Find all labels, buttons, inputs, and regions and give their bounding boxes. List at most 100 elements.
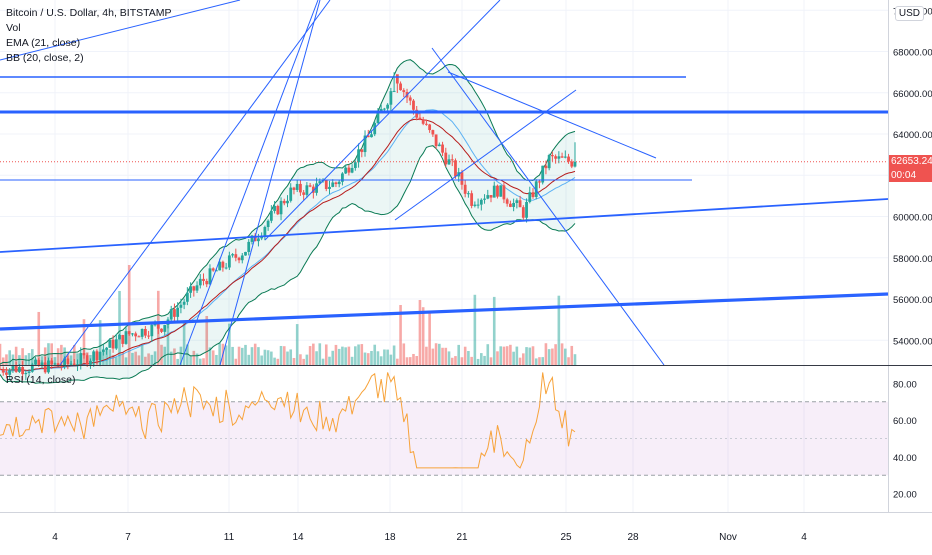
candle-body (521, 207, 525, 218)
legend-vol[interactable]: Vol (6, 22, 21, 34)
time-tick-label: 25 (560, 532, 572, 543)
candle-body (292, 187, 296, 190)
candle-body (379, 108, 383, 112)
candles (0, 72, 577, 381)
volume-bar (457, 344, 461, 365)
volume-bar (173, 348, 176, 365)
volume-bar (231, 346, 234, 365)
trendline (59, 0, 331, 366)
candle-body (40, 362, 44, 366)
candle-body (499, 185, 503, 197)
volume-bar (370, 350, 373, 365)
candle-body (202, 278, 205, 281)
candle-body (137, 336, 141, 338)
rsi-tick-label: 20.00 (893, 490, 917, 501)
candle-body (344, 167, 348, 174)
volume-bar (260, 355, 263, 365)
volume-bar (312, 343, 315, 365)
candle-body (114, 339, 118, 349)
candle-body (14, 366, 18, 372)
trendline (0, 292, 889, 331)
trendline (394, 89, 577, 221)
candle-body (160, 328, 163, 332)
candle-body (282, 200, 286, 204)
candle-body (121, 334, 125, 344)
volume-bar (354, 346, 357, 365)
volume-bar (328, 356, 331, 365)
grid (0, 0, 888, 512)
legend-bb[interactable]: BB (20, close, 2) (6, 52, 84, 64)
volume-bar (483, 355, 486, 365)
symbol-title[interactable]: Bitcoin / U.S. Dollar, 4h, BITSTAMP (6, 7, 172, 19)
candle-body (105, 347, 109, 350)
volume-bar (234, 358, 238, 365)
candle-body (218, 261, 222, 271)
candle-body (376, 111, 380, 123)
volume-bar (538, 357, 541, 365)
candle-body (502, 185, 506, 200)
candle-body (550, 155, 554, 157)
volume-bar (198, 358, 202, 365)
candle-body (425, 123, 428, 125)
volume-bar (357, 344, 360, 365)
volume-bar (341, 346, 344, 365)
candle-body (50, 360, 54, 365)
volume-bar (131, 352, 134, 365)
volume-bar (56, 348, 60, 365)
volume-bar (118, 290, 121, 365)
candle-body (257, 238, 260, 242)
candle-body (211, 268, 215, 271)
volume-bar (315, 351, 318, 365)
time-tick-label: 18 (384, 532, 396, 543)
rsi-band-fill (0, 401, 888, 476)
candle-body (305, 185, 309, 195)
volume-bar (379, 356, 383, 365)
volume-bar (450, 357, 454, 365)
volume-bar (160, 344, 163, 365)
candle-body (515, 200, 519, 203)
candle-body (98, 351, 102, 361)
volume-bar (53, 357, 57, 365)
candle-body (473, 204, 477, 206)
volume-bar (150, 354, 154, 365)
candle-body (205, 280, 209, 285)
currency-label[interactable]: USD (894, 6, 924, 21)
volume-bar (389, 354, 393, 365)
candle-body (30, 364, 34, 372)
volume-bar (137, 355, 141, 365)
volume-bar (366, 353, 370, 365)
volume-bar (421, 307, 425, 365)
volume-bar (447, 351, 451, 365)
candle-body (541, 165, 545, 183)
volume-bar (347, 346, 351, 365)
volume-bar (282, 346, 286, 365)
candle-body (286, 200, 289, 204)
candle-body (508, 203, 512, 207)
candle-body (331, 182, 335, 187)
volume-bar (18, 355, 21, 365)
trendline (431, 47, 665, 366)
volume-bar (140, 344, 144, 365)
volume-bar (480, 353, 483, 365)
volume-bar (573, 354, 577, 365)
candle-body (441, 144, 444, 153)
volume-bar (21, 348, 24, 365)
candle-body (179, 304, 183, 308)
candle-body (447, 159, 451, 165)
volume-bar (321, 358, 325, 365)
legend-ema[interactable]: EMA (21, close) (6, 37, 81, 49)
volume-bar (182, 321, 186, 365)
trendline (264, 0, 501, 241)
legend-rsi[interactable]: RSI (14, close) (6, 374, 76, 386)
volume-bar (111, 354, 115, 365)
candle-body (295, 183, 299, 190)
volume-bar (240, 347, 244, 365)
volume-bar (295, 324, 299, 365)
volume-bar (43, 347, 47, 365)
candle-body (63, 358, 67, 367)
candle-body (437, 144, 441, 147)
volume-bar (98, 320, 102, 365)
candle-body (127, 331, 131, 335)
